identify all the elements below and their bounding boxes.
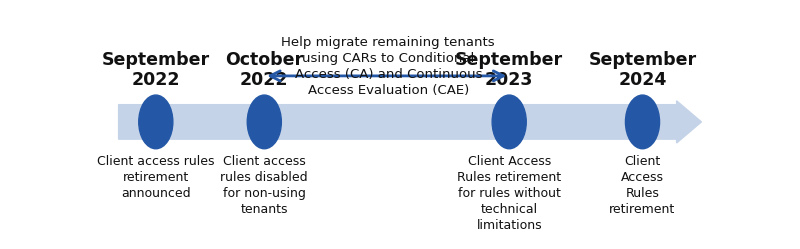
Ellipse shape [247, 95, 282, 149]
Text: Help migrate remaining tenants
using CARs to Conditional
Access (CA) and Continu: Help migrate remaining tenants using CAR… [282, 36, 495, 97]
Ellipse shape [138, 95, 173, 149]
Ellipse shape [492, 95, 526, 149]
Text: September
2024: September 2024 [589, 51, 697, 89]
Text: September
2022: September 2022 [102, 51, 210, 89]
Text: October
2022: October 2022 [226, 51, 303, 89]
Text: Client access
rules disabled
for non-using
tenants: Client access rules disabled for non-usi… [221, 154, 308, 215]
Text: Client Access
Rules retirement
for rules without
technical
limitations: Client Access Rules retirement for rules… [457, 154, 562, 232]
Text: Client
Access
Rules
retirement: Client Access Rules retirement [610, 154, 676, 215]
FancyArrow shape [118, 101, 702, 143]
Text: September
2023: September 2023 [455, 51, 563, 89]
Ellipse shape [626, 95, 659, 149]
Text: Client access rules
retirement
announced: Client access rules retirement announced [97, 154, 214, 199]
